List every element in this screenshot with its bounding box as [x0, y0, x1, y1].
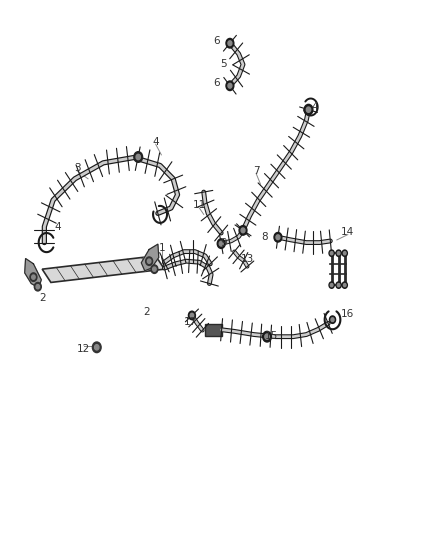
Circle shape [36, 285, 39, 289]
Text: 5: 5 [220, 60, 227, 69]
Circle shape [226, 81, 234, 91]
Circle shape [34, 282, 41, 291]
Circle shape [92, 342, 101, 353]
Circle shape [329, 250, 334, 256]
Polygon shape [141, 244, 159, 271]
Circle shape [276, 235, 280, 240]
Circle shape [337, 284, 340, 287]
Text: 14: 14 [341, 227, 354, 237]
Circle shape [148, 259, 151, 263]
Text: 16: 16 [341, 309, 354, 319]
Text: 9: 9 [220, 238, 227, 247]
Text: 17: 17 [184, 317, 197, 327]
Circle shape [228, 41, 232, 46]
Circle shape [239, 225, 247, 235]
Text: 13: 13 [241, 254, 254, 263]
Text: 1: 1 [159, 243, 166, 253]
Text: 2: 2 [39, 293, 46, 303]
Circle shape [32, 275, 35, 279]
Circle shape [30, 273, 37, 281]
Circle shape [190, 313, 194, 318]
Circle shape [188, 311, 195, 320]
Circle shape [343, 284, 346, 287]
Text: 2: 2 [144, 306, 150, 317]
Circle shape [343, 252, 346, 255]
Text: 3: 3 [74, 163, 81, 173]
Circle shape [263, 332, 272, 342]
Text: 7: 7 [253, 166, 259, 176]
Bar [205, 324, 222, 336]
Text: 12: 12 [77, 344, 90, 354]
Circle shape [146, 257, 152, 265]
Circle shape [152, 267, 156, 271]
Circle shape [228, 83, 232, 88]
Circle shape [226, 38, 234, 48]
Text: 15: 15 [265, 330, 278, 341]
Circle shape [219, 241, 223, 246]
Circle shape [342, 250, 347, 256]
Circle shape [331, 318, 334, 321]
Text: 8: 8 [261, 232, 268, 243]
Circle shape [265, 334, 269, 340]
Text: 4: 4 [312, 102, 318, 112]
Circle shape [95, 345, 99, 350]
Polygon shape [42, 256, 164, 282]
Circle shape [136, 155, 141, 160]
Circle shape [329, 282, 334, 288]
Circle shape [306, 107, 311, 112]
Circle shape [330, 284, 333, 287]
Circle shape [134, 152, 143, 163]
Circle shape [337, 252, 340, 255]
Circle shape [217, 239, 225, 248]
Circle shape [342, 282, 347, 288]
Circle shape [329, 316, 336, 324]
Polygon shape [25, 259, 41, 288]
Circle shape [330, 252, 333, 255]
Circle shape [336, 282, 341, 288]
Circle shape [304, 104, 313, 115]
Circle shape [274, 232, 282, 242]
Text: 6: 6 [213, 36, 220, 45]
Text: 6: 6 [213, 78, 220, 88]
Text: 11: 11 [193, 200, 206, 211]
Text: 4: 4 [54, 222, 61, 232]
Circle shape [151, 265, 158, 273]
Circle shape [241, 228, 245, 233]
Text: 4: 4 [152, 136, 159, 147]
Circle shape [336, 250, 341, 256]
